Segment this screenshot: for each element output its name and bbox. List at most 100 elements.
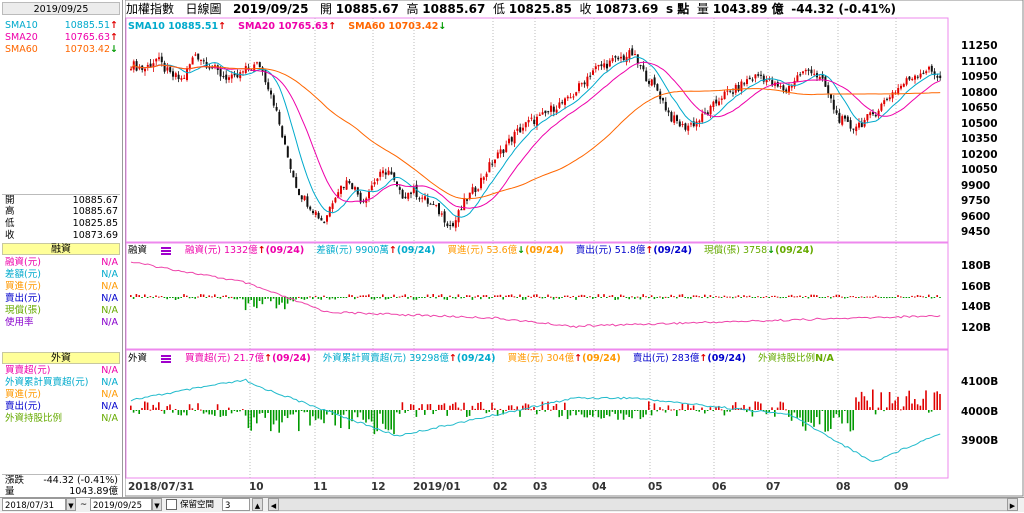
trend-arrow-icon: ↑ [574,353,583,364]
keep-space-input[interactable]: 3 [222,498,250,511]
margin-bar [827,296,829,298]
candle-body [715,99,718,104]
candle-body [611,58,614,62]
scroll-right-arrow[interactable]: ▶ [1007,498,1018,511]
candle-body [779,86,782,88]
candle-body [158,57,160,60]
foreign-bar [202,410,205,414]
candle-body [457,210,460,223]
foreign-bar [852,410,854,431]
foreign-bar [135,410,138,411]
margin-bar [180,297,182,298]
candle-body [768,78,771,80]
margin-bar [216,297,219,298]
foreign-bar [659,407,661,410]
foreign-bar [830,410,832,429]
foreign-bar [183,410,185,413]
margin-bar [925,297,927,298]
x-axis-label: 12 [371,481,386,493]
trend-arrow-icon: ↑ [388,245,397,256]
candle-body [323,221,326,223]
foreign-bar [558,410,560,418]
candle-body [667,110,670,113]
margin-bar [639,297,642,300]
margin-bar [608,295,611,297]
scroll-left-arrow[interactable]: ◀ [268,498,279,511]
to-date-input[interactable]: 2019/09/25 [90,498,152,511]
foreign-bar [575,410,577,416]
margin-bar [317,297,320,299]
foreign-bar [172,410,174,413]
candle-body [482,177,485,180]
margin-bar [720,297,723,298]
foreign-bar [188,404,191,410]
candle-body [331,203,334,209]
candle-body [580,83,583,85]
keep-space-checkbox[interactable] [166,499,177,510]
margin-bar [200,294,202,297]
foreign-bar [351,410,353,422]
foreign-bar [474,408,476,410]
candle-body [468,192,471,199]
from-date-dropdown[interactable]: ▼ [66,498,76,511]
foreign-bar [216,404,219,410]
margin-bar [897,295,899,297]
margin-bar [676,297,678,299]
margin-bar [502,297,504,300]
margin-bar [253,297,255,307]
foreign-bar [804,410,807,431]
margin-bar [835,294,838,297]
sma20-line [130,61,941,209]
foreign-bar [692,405,695,410]
sidebar-row-number: N/A [101,389,118,400]
margin-bar [135,294,138,297]
foreign-bar [443,403,446,410]
candle-body [505,144,508,152]
price-legend: SMA10 10885.51↑ SMA20 10765.63↑ SMA60 10… [128,21,458,33]
candle-body [222,76,225,78]
keep-space-spinner[interactable]: ▲ [252,498,263,511]
sidebar-row-value: N/A [101,281,118,293]
margin-bar [877,296,880,298]
range-bar: 2018/07/31 ▼ ~ 2019/09/25 ▼ 保留空間 3 ▲ ◀ ▶ [0,497,1024,512]
foreign-bar [648,401,650,410]
margin-bar [706,297,709,299]
foreign-bar [807,410,810,422]
margin-bar [894,297,896,298]
horizontal-scrollbar[interactable] [268,498,1018,511]
candle-body [625,56,628,63]
foreign-bar [681,403,684,410]
candle-body [502,149,505,154]
margin-bar [687,297,689,299]
candle-body [737,85,740,91]
candle-body [536,116,538,126]
candle-body [634,54,636,56]
candle-body [796,75,799,82]
foreign-bar [732,405,734,410]
margin-bar [351,295,353,297]
margin-bar [214,294,216,297]
candle-body [709,105,712,115]
from-date-input[interactable]: 2018/07/31 [2,498,66,511]
candle-body [908,76,911,80]
to-date-dropdown[interactable]: ▼ [152,498,162,511]
low-label: 低 [492,2,505,16]
settings-grid-icon[interactable] [161,246,172,255]
chart-canvas[interactable] [125,0,1024,497]
foreign-bar [177,410,180,415]
foreign-bar [452,403,454,410]
candle-body [656,84,659,91]
candle-body [533,119,536,124]
candle-body [600,64,603,67]
foreign-bar [690,408,692,410]
margin-bar [816,295,818,297]
settings-grid-icon[interactable] [161,354,172,363]
candle-body [488,162,491,173]
candle-body [174,73,177,77]
sidebar-row: 低 10825.85 [2,218,120,230]
candle-body [312,210,314,214]
foreign-bar [160,409,163,411]
foreign-bar [354,410,356,413]
candle-body [914,75,916,80]
margin-bar [264,297,266,299]
